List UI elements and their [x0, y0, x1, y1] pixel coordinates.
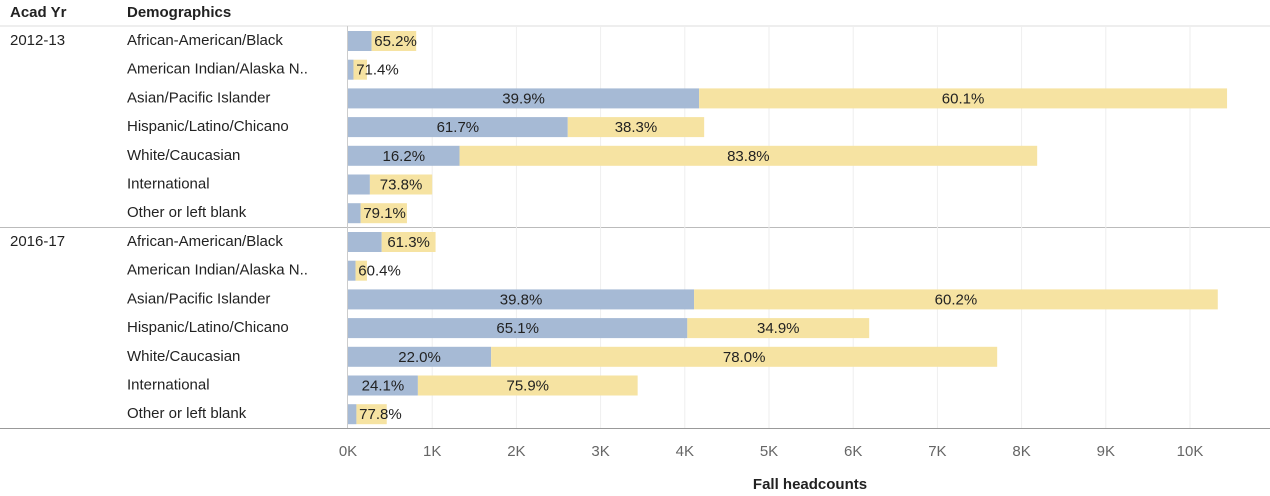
- bar-label: 60.4%: [358, 263, 401, 280]
- bar-label: 78.0%: [723, 349, 766, 366]
- bar-segment: [348, 117, 568, 138]
- bar-segment: [348, 375, 418, 396]
- x-tick-label: 7K: [928, 443, 946, 460]
- bar-label: 39.9%: [502, 90, 545, 107]
- bar-segment: [348, 404, 357, 425]
- category-label: American Indian/Alaska N..: [127, 262, 308, 279]
- bar-label: 65.2%: [374, 33, 417, 50]
- category-label: Other or left blank: [127, 405, 247, 422]
- x-tick-label: 1K: [423, 443, 441, 460]
- bar-segment: [687, 318, 870, 339]
- bar-label: 22.0%: [398, 349, 441, 366]
- bar-label: 75.9%: [506, 377, 549, 394]
- bar-segment: [348, 260, 356, 281]
- category-label: Hispanic/Latino/Chicano: [127, 118, 289, 135]
- bar-label: 16.2%: [383, 148, 426, 165]
- bar-segment: [491, 346, 998, 367]
- bar-label: 83.8%: [727, 148, 770, 165]
- x-tick-label: 3K: [591, 443, 609, 460]
- bar-segment: [348, 59, 354, 80]
- category-label: Asian/Pacific Islander: [127, 290, 270, 307]
- x-tick-label: 2K: [507, 443, 525, 460]
- bar-segment: [348, 145, 460, 166]
- bar-segment: [381, 232, 436, 252]
- bar-segment: [360, 203, 407, 224]
- x-tick-label: 10K: [1177, 443, 1204, 460]
- x-tick-label: 8K: [1012, 443, 1030, 460]
- bar-label: 61.7%: [437, 119, 480, 136]
- bar-segment: [348, 88, 700, 109]
- bar-segment: [417, 375, 638, 396]
- x-tick-label: 5K: [760, 443, 778, 460]
- bar-segment: [353, 59, 367, 80]
- bar-segment: [459, 145, 1038, 166]
- category-label: White/Caucasian: [127, 147, 240, 164]
- bar-label: 71.4%: [356, 62, 399, 79]
- x-tick-label: 9K: [1097, 443, 1115, 460]
- bar-label: 24.1%: [362, 377, 405, 394]
- bar-segment: [369, 174, 433, 195]
- category-label: White/Caucasian: [127, 348, 240, 365]
- bar-segment: [348, 346, 492, 367]
- bar-segment: [348, 174, 370, 195]
- bar-segment: [348, 318, 688, 339]
- bar-segment: [371, 31, 417, 51]
- column-header: Demographics: [127, 4, 231, 21]
- category-label: Other or left blank: [127, 204, 247, 221]
- category-label: International: [127, 376, 210, 393]
- category-label: Hispanic/Latino/Chicano: [127, 319, 289, 336]
- x-tick-label: 6K: [844, 443, 862, 460]
- bar-segment: [356, 404, 387, 425]
- x-axis-label: Fall headcounts: [753, 476, 867, 493]
- bar-segment: [348, 232, 382, 252]
- bar-segment: [355, 260, 367, 281]
- bar-label: 34.9%: [757, 320, 800, 337]
- category-label: American Indian/Alaska N..: [127, 61, 308, 78]
- bar-segment: [699, 88, 1228, 109]
- bar-label: 61.3%: [387, 234, 430, 251]
- bar-label: 39.8%: [500, 291, 543, 308]
- bar-label: 38.3%: [615, 119, 658, 136]
- row-header: Acad Yr: [10, 4, 67, 21]
- category-label: African-American/Black: [127, 32, 283, 49]
- bar-label: 77.8%: [359, 406, 402, 423]
- category-label: African-American/Black: [127, 233, 283, 250]
- group-label: 2012-13: [10, 32, 65, 49]
- x-tick-label: 0K: [339, 443, 357, 460]
- bar-segment: [348, 289, 695, 310]
- bar-label: 73.8%: [380, 176, 423, 193]
- bar-segment: [694, 289, 1218, 310]
- category-label: Asian/Pacific Islander: [127, 89, 270, 106]
- bar-label: 79.1%: [363, 205, 406, 222]
- bar-label: 65.1%: [496, 320, 539, 337]
- x-tick-label: 4K: [676, 443, 694, 460]
- group-label: 2016-17: [10, 233, 65, 250]
- category-label: International: [127, 175, 210, 192]
- bar-segment: [348, 31, 372, 51]
- bar-label: 60.1%: [942, 90, 985, 107]
- bar-label: 60.2%: [935, 291, 978, 308]
- bar-segment: [348, 203, 361, 224]
- bar-segment: [567, 117, 705, 138]
